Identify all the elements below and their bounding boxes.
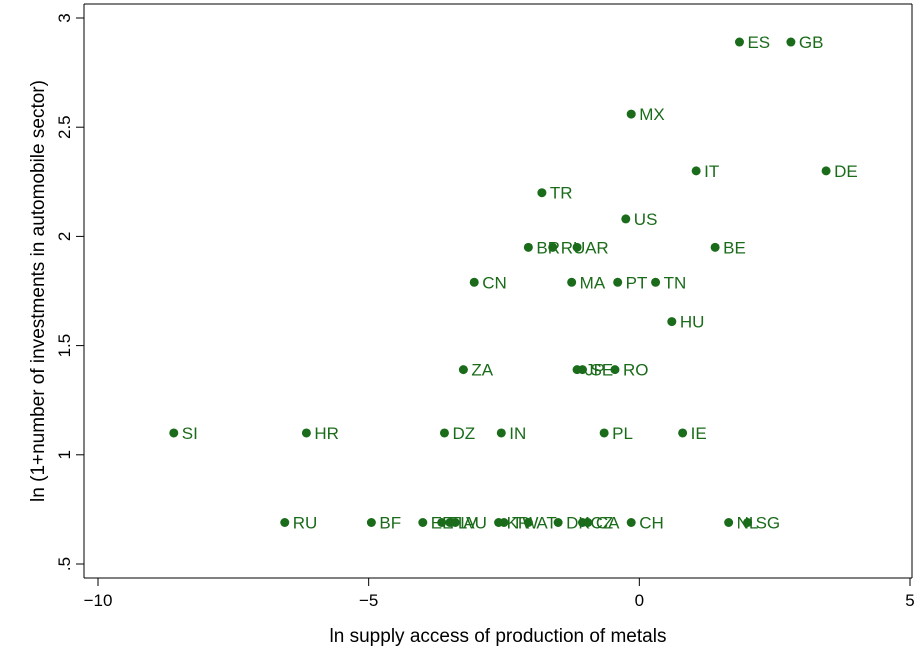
data-point-label: SG xyxy=(756,514,781,533)
axes xyxy=(83,3,913,579)
data-point-label: MX xyxy=(639,105,665,124)
x-tick-label: 5 xyxy=(905,591,914,610)
y-tick-label: 1.5 xyxy=(55,334,74,358)
data-points: ESGBMXITDETRUSBRRUARBECNMAPTTNHUZAJPSERO… xyxy=(169,33,858,533)
data-point xyxy=(678,428,688,438)
data-point xyxy=(567,277,577,287)
data-point xyxy=(743,518,753,528)
data-point-label: SE xyxy=(590,361,613,380)
data-point-label: ZA xyxy=(471,361,493,380)
data-point xyxy=(613,277,623,287)
data-point-label: CH xyxy=(639,514,664,533)
data-point xyxy=(301,428,311,438)
data-point xyxy=(667,317,677,327)
data-point xyxy=(610,365,620,375)
data-point-label: RU xyxy=(293,514,318,533)
x-tick-label: −10 xyxy=(84,591,113,610)
data-point xyxy=(599,428,609,438)
data-point xyxy=(366,518,376,528)
data-point-label: KR xyxy=(507,514,531,533)
data-point-label: AT xyxy=(536,514,556,533)
data-point xyxy=(691,166,701,176)
data-point xyxy=(496,428,506,438)
data-point xyxy=(577,365,587,375)
data-point-label: LV xyxy=(458,514,478,533)
data-point xyxy=(651,277,661,287)
data-point xyxy=(523,242,533,252)
data-point xyxy=(450,518,460,528)
data-point xyxy=(621,214,631,224)
data-point xyxy=(523,518,533,528)
data-point-label: CZ xyxy=(590,514,613,533)
data-point-label: PT xyxy=(626,273,648,292)
data-point xyxy=(469,277,479,287)
data-point xyxy=(499,518,509,528)
data-point-label: SI xyxy=(182,424,198,443)
y-tick-label: 2.5 xyxy=(55,115,74,139)
y-tick-label: 2 xyxy=(55,232,74,241)
data-point xyxy=(458,365,468,375)
x-tick-label: 0 xyxy=(635,591,644,610)
data-point xyxy=(437,518,447,528)
x-tick-label: −5 xyxy=(359,591,378,610)
x-axis-title: ln supply access of production of metals xyxy=(330,626,667,647)
data-point-label: IT xyxy=(704,162,719,181)
data-point-label: HR xyxy=(314,424,339,443)
data-point xyxy=(724,518,734,528)
data-point-label: DE xyxy=(834,162,858,181)
data-point-label: CN xyxy=(482,273,507,292)
data-point-label: GB xyxy=(799,33,824,52)
data-point xyxy=(572,242,582,252)
data-point xyxy=(626,109,636,119)
data-point-label: BE xyxy=(723,238,746,257)
data-point xyxy=(553,518,563,528)
data-point-label: IE xyxy=(691,424,707,443)
data-point-label: HU xyxy=(680,313,705,332)
data-point xyxy=(626,518,636,528)
data-point-label: JP xyxy=(585,361,605,380)
data-point xyxy=(418,518,428,528)
data-point-label: DZ xyxy=(452,424,475,443)
y-tick-label: .5 xyxy=(55,557,74,571)
data-point-label: AR xyxy=(585,238,609,257)
data-point-label: MA xyxy=(580,273,606,292)
x-ticks: −10 −5 0 5 xyxy=(84,578,915,610)
y-tick-label: 1 xyxy=(55,450,74,459)
data-point xyxy=(583,518,593,528)
data-point xyxy=(548,242,558,252)
data-point-label: AU xyxy=(463,514,487,533)
data-point xyxy=(537,188,547,198)
y-tick-label: 3 xyxy=(55,13,74,22)
data-point xyxy=(169,428,179,438)
data-point-label: IN xyxy=(509,424,526,443)
data-point-label: ES xyxy=(747,33,770,52)
data-point-label: US xyxy=(634,210,658,229)
data-point-label: PL xyxy=(612,424,633,443)
data-point xyxy=(710,242,720,252)
data-point-label: TR xyxy=(550,184,573,203)
y-ticks: .5 1 1.5 2 2.5 3 xyxy=(55,13,84,571)
data-point xyxy=(734,37,744,47)
data-point xyxy=(439,428,449,438)
y-axis-title: ln (1+number of investments in automobil… xyxy=(28,80,49,502)
data-point-label: CA xyxy=(596,514,620,533)
data-point-label: TN xyxy=(664,273,687,292)
data-point xyxy=(280,518,290,528)
data-point-label: BF xyxy=(379,514,401,533)
data-point xyxy=(786,37,796,47)
data-point-label: RO xyxy=(623,361,649,380)
data-point xyxy=(821,166,831,176)
